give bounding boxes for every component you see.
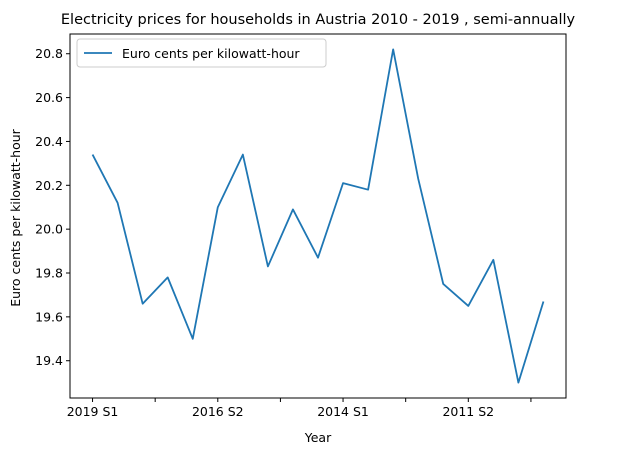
data-point (242, 153, 244, 155)
plot-frame (69, 33, 567, 399)
data-point (517, 381, 519, 383)
data-point (192, 338, 194, 340)
data-point (116, 202, 118, 204)
x-tick-label: 2016 S2 (192, 404, 244, 419)
data-point (141, 303, 143, 305)
y-tick-label: 20.0 (35, 222, 63, 237)
legend-box (76, 38, 327, 68)
data-point (317, 256, 319, 258)
data-point (467, 305, 469, 307)
data-point (217, 206, 219, 208)
data-point (392, 48, 394, 50)
legend-entry: Euro cents per kilowatt-hour (122, 46, 300, 61)
data-point (292, 208, 294, 210)
data-point (342, 182, 344, 184)
y-tick-label: 19.6 (35, 309, 63, 324)
y-tick-label: 20.4 (35, 134, 63, 149)
data-point (267, 265, 269, 267)
chart-title: Electricity prices for households in Aus… (61, 12, 576, 28)
y-tick-label: 19.8 (35, 266, 63, 281)
data-point (367, 188, 369, 190)
y-tick-label: 19.4 (35, 353, 63, 368)
series-line (91, 48, 545, 384)
y-tick-label: 20.8 (35, 46, 63, 61)
data-point (442, 283, 444, 285)
x-axis: 2019 S1 2016 S2 2014 S1 2011 S2 (67, 398, 532, 419)
x-axis-label: Year (304, 430, 332, 445)
data-point (166, 276, 168, 278)
plot-area (69, 33, 567, 399)
data-point (542, 300, 544, 302)
y-axis-label: Euro cents per kilowatt-hour (8, 128, 23, 306)
y-tick-label: 20.6 (35, 90, 63, 105)
y-axis: 19.4 19.6 19.8 20.0 20.2 20.4 20.6 20.8 (35, 46, 70, 368)
data-point (492, 259, 494, 261)
data-point (91, 153, 93, 155)
legend: Euro cents per kilowatt-hour (76, 38, 327, 68)
x-tick-label: 2019 S1 (67, 404, 119, 419)
x-tick-label: 2014 S1 (317, 404, 369, 419)
data-point (417, 178, 419, 180)
x-tick-label: 2011 S2 (442, 404, 494, 419)
y-tick-label: 20.2 (35, 178, 63, 193)
